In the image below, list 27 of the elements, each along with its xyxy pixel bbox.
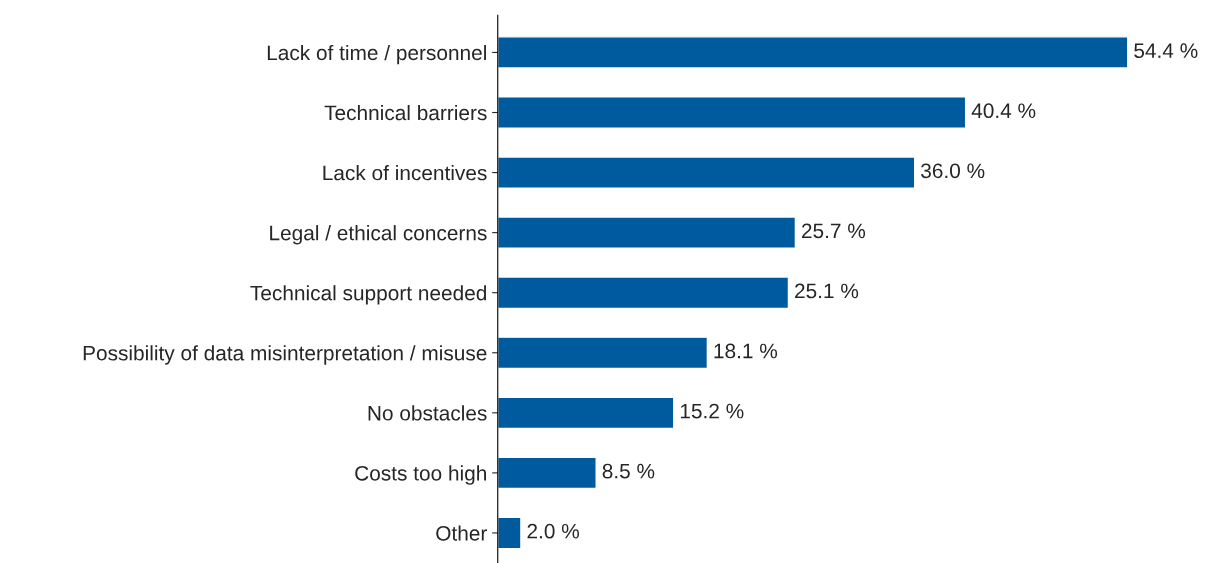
bar [497,396,675,430]
bar [497,96,967,129]
y-tick-label: Technical barriers [324,104,487,121]
y-tick-label: No obstacles [368,405,487,421]
bar [497,276,790,310]
y-tick-label: Costs too high [355,465,486,485]
bar [497,156,916,189]
data-label: 18.1 % [714,343,778,359]
bar [497,336,709,370]
y-tick-label: Legal / ethical concerns [270,225,487,245]
bar [497,216,797,249]
data-label: 2.0 % [527,523,579,539]
data-label: 36.0 % [921,163,985,179]
bar [497,516,522,550]
data-label: 40.4 % [971,103,1036,119]
data-label: 54.4 % [1134,43,1198,59]
y-tick-label: Other [436,525,487,541]
data-label: 8.5 % [602,463,655,479]
y-tick-label: Lack of time / personnel [267,44,486,65]
y-tick-label: Possibility of data misinterpretation / misuse [83,345,487,365]
data-label: 25.1 % [795,283,859,299]
y-tick-label: Technical support needed [250,285,487,305]
y-tick-label: Lack of incentives [323,165,487,181]
bar [497,36,1129,69]
bar [497,456,597,490]
data-label: 15.2 % [680,403,744,419]
data-label: 25.7 % [802,223,866,239]
